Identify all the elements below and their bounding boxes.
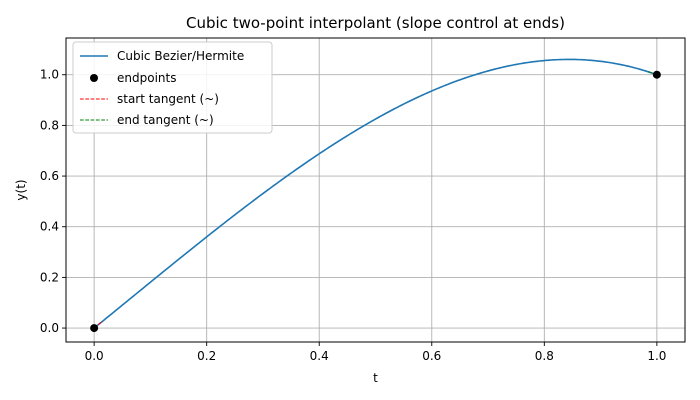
grid [66,38,685,342]
series-line-hermite [93,58,658,329]
x-tick-label: 0.4 [310,349,329,363]
x-tick-label: 0.6 [422,349,441,363]
legend-box [72,41,273,134]
legend-label-endpoints: endpoints [117,71,176,85]
legend-label-hermite: Cubic Bezier/Hermite [117,49,244,63]
legend-marker-endpoints [90,74,98,82]
x-tick-label: 0.2 [197,349,216,363]
y-tick-label: 1.0 [40,68,59,82]
y-tick-label: 0.2 [40,270,59,284]
axes-frame [65,37,686,343]
y-tick-label: 0.6 [40,169,59,183]
legend-label-end-tangent: end tangent (~) [117,113,214,127]
y-axis-label: y(t) [14,179,28,200]
y-tick-label: 0.8 [40,118,59,132]
x-tick-label: 1.0 [647,349,666,363]
legend: Cubic Bezier/Hermite endpoints start tan… [72,41,273,134]
y-tick-label: 0.0 [40,321,59,335]
legend-label-start-tangent: start tangent (~) [117,92,219,106]
ticks: 0.0 0.2 0.4 0.6 0.8 1.0 0.0 0.2 0.4 0.6 0.8 1.0 [40,68,667,363]
x-tick-label: 0.8 [535,349,554,363]
x-tick-label: 0.0 [85,349,104,363]
endpoint-marker [90,324,99,333]
plot-series [90,58,661,333]
x-axis-label: t [373,371,378,385]
chart-title: Cubic two-point interpolant (slope contr… [186,14,565,32]
y-tick-label: 0.4 [40,220,59,234]
endpoint-marker [652,70,661,79]
